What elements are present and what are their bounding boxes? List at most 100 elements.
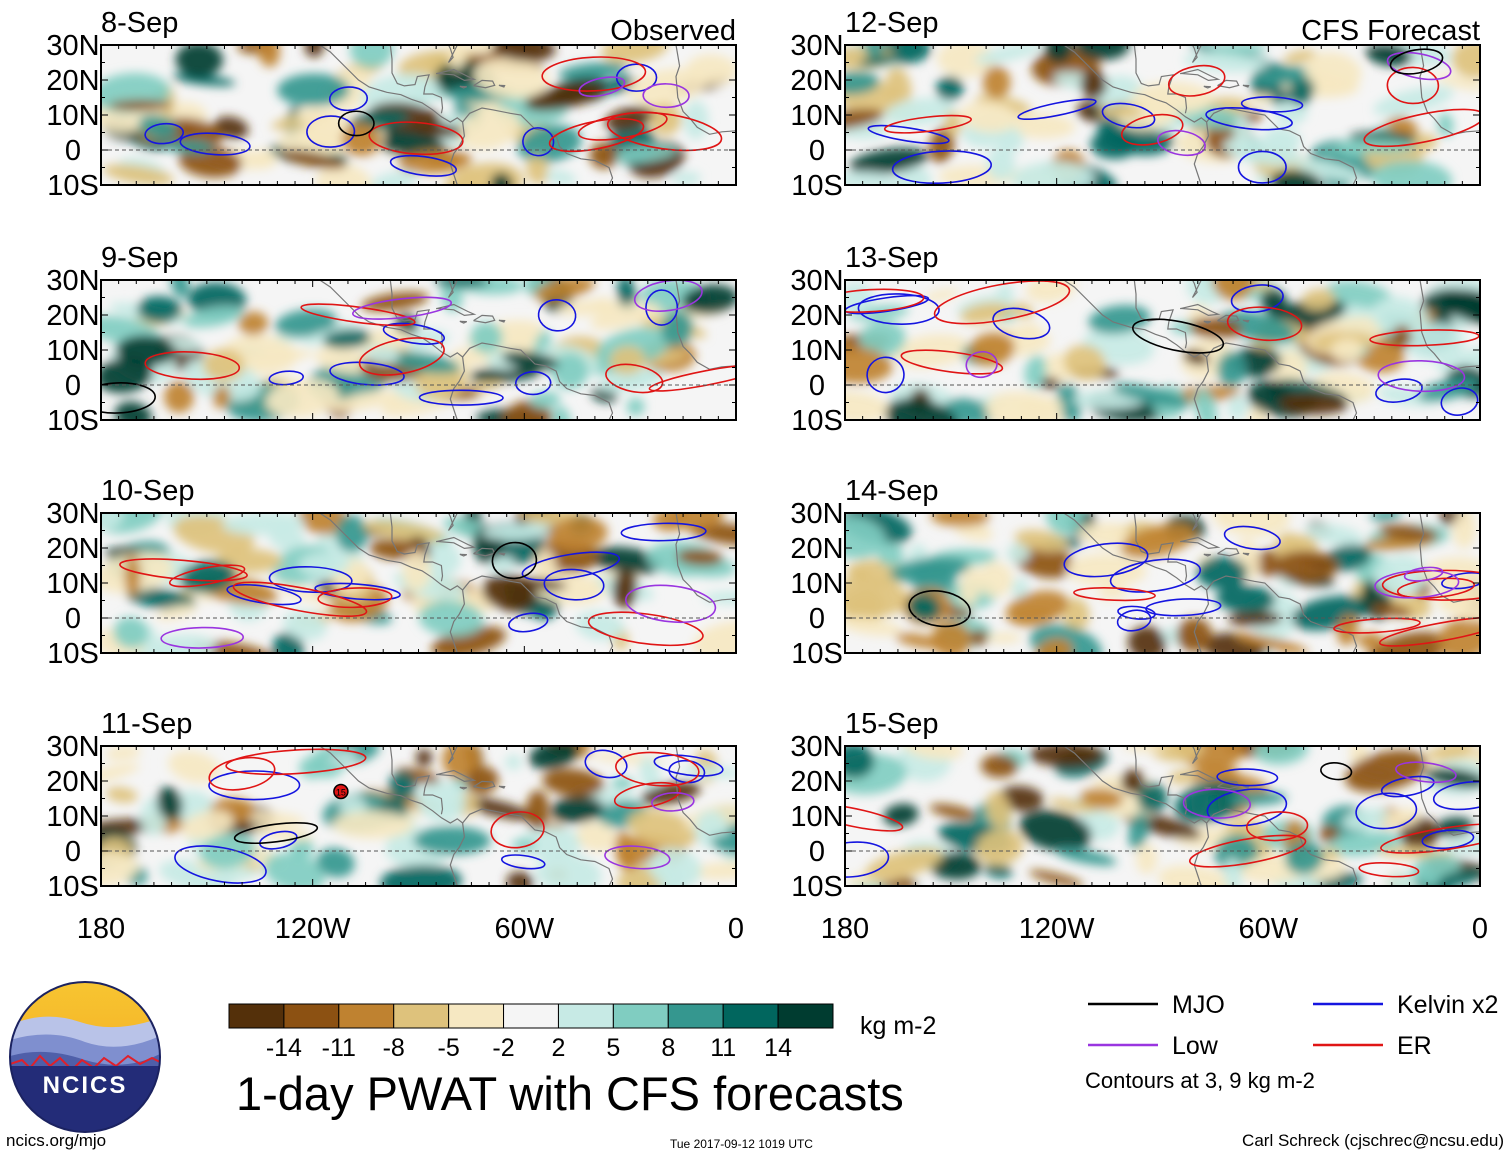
anomaly-blob — [545, 169, 577, 185]
anomaly-blob — [1194, 388, 1217, 420]
coastline — [389, 45, 444, 114]
coastline — [435, 536, 477, 550]
kelvin-x2-contour — [268, 370, 304, 386]
legend-label: Kelvin x2 — [1397, 991, 1498, 1019]
anomaly-blob — [1372, 296, 1429, 338]
anomaly-blob — [171, 73, 236, 87]
anomaly-blob — [1384, 808, 1422, 828]
anomaly-blob — [1048, 798, 1097, 813]
low-contour — [160, 626, 244, 649]
anomaly-blob — [126, 587, 196, 610]
kelvin-x2-contour — [1237, 150, 1287, 184]
y-tick-label: 0 — [65, 603, 81, 635]
mjo-contour — [1320, 761, 1353, 781]
coastline — [1191, 746, 1202, 764]
anomaly-blob — [1319, 825, 1340, 843]
coastline — [1179, 769, 1221, 783]
anomaly-blob — [115, 335, 176, 367]
colorbar-swatch — [667, 1003, 724, 1029]
coastline — [459, 320, 468, 324]
low-contour — [633, 280, 703, 312]
anomaly-blob — [535, 853, 602, 886]
anomaly-blob — [1252, 66, 1313, 85]
colorbar-swatch — [283, 1003, 340, 1029]
anomaly-blob — [670, 513, 725, 531]
anomaly-blob — [238, 810, 306, 826]
wave-contours — [845, 761, 1480, 878]
anomaly-blob — [295, 107, 340, 126]
er-contour — [845, 288, 925, 313]
anomaly-blob — [1434, 73, 1480, 92]
kelvin-x2-contour — [584, 749, 628, 779]
coastline — [1179, 303, 1221, 317]
anomaly-blob — [895, 633, 945, 649]
y-tick-label: 10S — [791, 405, 843, 437]
anomaly-blob — [265, 379, 340, 418]
anomaly-blob — [138, 114, 178, 139]
coastline — [1063, 45, 1207, 123]
anomaly-blob — [1088, 304, 1151, 334]
y-tick-label: 10N — [790, 100, 843, 132]
coastline — [498, 84, 506, 88]
er-contour — [225, 748, 367, 776]
er-contour — [577, 111, 668, 141]
minor-ticks — [100, 279, 737, 421]
anomaly-blob — [1293, 158, 1364, 182]
anomaly-blob — [415, 748, 433, 767]
anomaly-blob — [889, 556, 970, 583]
colorbar-label: -2 — [492, 1034, 514, 1062]
x-tick-label: 120W — [1019, 913, 1095, 945]
y-tick-label: 20N — [790, 300, 843, 332]
er-contour — [1396, 577, 1475, 599]
x-tick-label: 0 — [728, 913, 744, 945]
colorbar-label: 11 — [710, 1034, 736, 1062]
coastline — [1419, 746, 1480, 836]
coastlines — [1063, 746, 1480, 886]
low-contour — [604, 845, 671, 870]
coastline — [1193, 822, 1210, 886]
anomaly-blob — [551, 353, 589, 390]
pwat-anomalies — [845, 513, 1480, 653]
wave-contours — [119, 522, 717, 649]
colorbar-swatch — [448, 1003, 505, 1029]
coastline — [459, 786, 468, 790]
colorbar: -14 -11 -8 -5 -2 2 5 8 11 14 — [228, 1003, 834, 1062]
anomaly-blob — [1011, 577, 1029, 599]
low-contour — [1377, 360, 1466, 393]
anomaly-blob — [1044, 45, 1074, 63]
coastline — [389, 513, 444, 582]
legend-item-kelvin-x2: Kelvin x2 — [1313, 991, 1498, 1019]
anomaly-blob — [335, 514, 369, 553]
y-tick-label: 0 — [65, 370, 81, 402]
coastline — [1133, 280, 1188, 349]
low-contour — [625, 584, 717, 624]
anomaly-blob — [980, 754, 1019, 778]
kelvin-x2-contour — [1063, 542, 1149, 578]
mjo-contour — [337, 110, 375, 137]
y-tick-label: 0 — [809, 836, 825, 868]
coastlines — [319, 45, 736, 185]
anomaly-blob — [379, 864, 462, 886]
colorbar-swatch — [338, 1003, 395, 1029]
coastline — [498, 319, 506, 323]
anomaly-blob — [1437, 868, 1480, 886]
y-tick-label: 10N — [46, 100, 99, 132]
coastline — [435, 769, 477, 783]
coastlines — [1063, 45, 1480, 185]
kelvin-x2-contour — [418, 389, 504, 406]
kelvin-x2-contour — [389, 154, 457, 177]
er-contour — [232, 581, 368, 617]
y-tick-label: 10N — [46, 801, 99, 833]
anomaly-blob — [859, 321, 906, 357]
y-tick-label: 10N — [46, 335, 99, 367]
kelvin-x2-contour — [867, 124, 950, 145]
er-contour — [317, 587, 393, 609]
anomaly-blob — [102, 164, 174, 185]
coastline — [1133, 45, 1188, 114]
anomaly-blob — [689, 522, 736, 546]
anomaly-blob — [609, 346, 646, 375]
er-contour — [1378, 616, 1480, 647]
anomaly-blob — [316, 847, 355, 878]
